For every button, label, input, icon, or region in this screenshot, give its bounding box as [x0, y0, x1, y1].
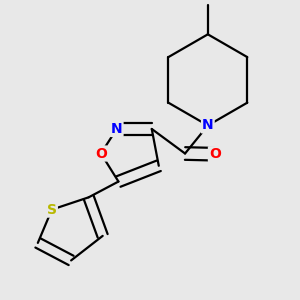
Text: N: N	[202, 118, 214, 133]
Text: S: S	[47, 202, 57, 217]
Text: O: O	[209, 147, 221, 161]
Text: N: N	[111, 122, 122, 136]
Text: O: O	[95, 146, 107, 161]
